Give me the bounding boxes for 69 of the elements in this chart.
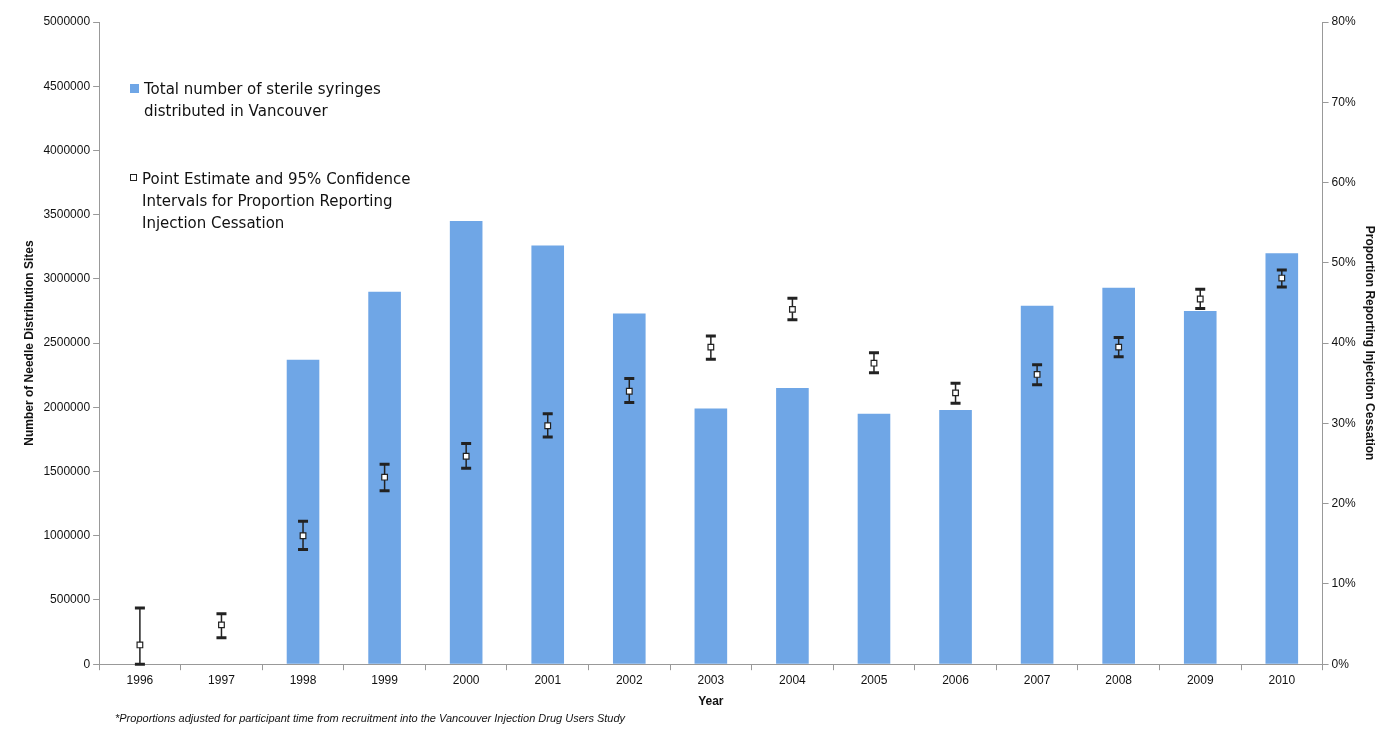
bar [449, 221, 483, 664]
point [788, 305, 796, 313]
point [136, 641, 144, 649]
bar [1265, 253, 1299, 664]
x-axis-title: Year [698, 694, 724, 709]
x-tick-label: 2009 [1186, 672, 1214, 687]
y-tick-label: 1500000 [43, 463, 91, 478]
point [462, 452, 470, 460]
y2-tick-label: 80% [1331, 14, 1356, 29]
x-tick-label: 2006 [942, 672, 970, 687]
x-tick-label: 2008 [1105, 672, 1133, 687]
x-tick-label: 1997 [208, 672, 236, 687]
legend-label: Total number of sterile syringes distributed in Vancouver [144, 79, 382, 122]
y2-axis-title: Proportion Reporting Injection Cessation [1363, 225, 1378, 461]
x-tick-label: 1996 [126, 672, 154, 687]
bar [857, 413, 891, 664]
x-tick-label: 2004 [779, 672, 807, 687]
point [625, 387, 633, 395]
x-tick-label: 1999 [371, 672, 399, 687]
y-tick-label: 1000000 [43, 528, 91, 543]
y-tick-label: 3500000 [43, 206, 91, 221]
y2-tick-label: 40% [1331, 335, 1356, 350]
y2-tick-label: 60% [1331, 174, 1356, 189]
point [1033, 370, 1041, 378]
y-tick-label: 2000000 [43, 399, 91, 414]
x-tick-label: 2001 [534, 672, 562, 687]
point [1115, 343, 1123, 351]
bar [939, 409, 972, 664]
point [381, 473, 389, 481]
bar [1183, 310, 1217, 664]
y-axis-title: Number of Needle Distribution Sites [21, 240, 36, 446]
point [870, 359, 878, 367]
bar [1020, 305, 1054, 664]
y-tick-label: 5000000 [43, 14, 91, 29]
y-tick-label: 4500000 [43, 78, 91, 93]
point [218, 621, 225, 629]
y2-tick-label: 30% [1331, 415, 1356, 430]
y2-tick-label: 70% [1331, 94, 1356, 109]
legend-label: Point Estimate and 95% Confidence Intervals for Proportion Reporting Injection Cessation [142, 169, 412, 234]
x-tick-label: 2003 [697, 672, 725, 687]
y2-tick-label: 20% [1331, 495, 1356, 510]
x-tick-label: 2005 [860, 672, 888, 687]
y2-tick-label: 50% [1331, 255, 1356, 270]
point [952, 389, 959, 397]
y-tick-label: 0 [83, 656, 91, 671]
point [544, 422, 552, 430]
bar [1102, 287, 1135, 664]
y-tick-label: 2500000 [43, 335, 91, 350]
y2-tick-label: 0% [1331, 656, 1350, 671]
y-tick-label: 500000 [50, 592, 91, 607]
bar [776, 388, 809, 664]
point [1196, 295, 1204, 303]
x-tick-label: 2007 [1023, 672, 1051, 687]
point [1278, 274, 1286, 282]
y2-tick-label: 10% [1331, 576, 1356, 591]
point [707, 343, 715, 351]
y-tick-label: 3000000 [43, 271, 91, 286]
x-tick-label: 1998 [289, 672, 317, 687]
x-tick-label: 2000 [452, 672, 480, 687]
bar [694, 408, 728, 664]
bar [368, 291, 401, 664]
y-tick-label: 4000000 [43, 142, 91, 157]
point [299, 532, 307, 540]
bar [286, 359, 320, 664]
bar [612, 313, 646, 664]
x-tick-label: 2002 [615, 672, 643, 687]
x-tick-label: 2010 [1268, 672, 1296, 687]
bar [531, 245, 565, 664]
text: *Proportions adjusted for participant time from recruitment into the Vancouver Injection Drug Users Study [115, 712, 627, 725]
